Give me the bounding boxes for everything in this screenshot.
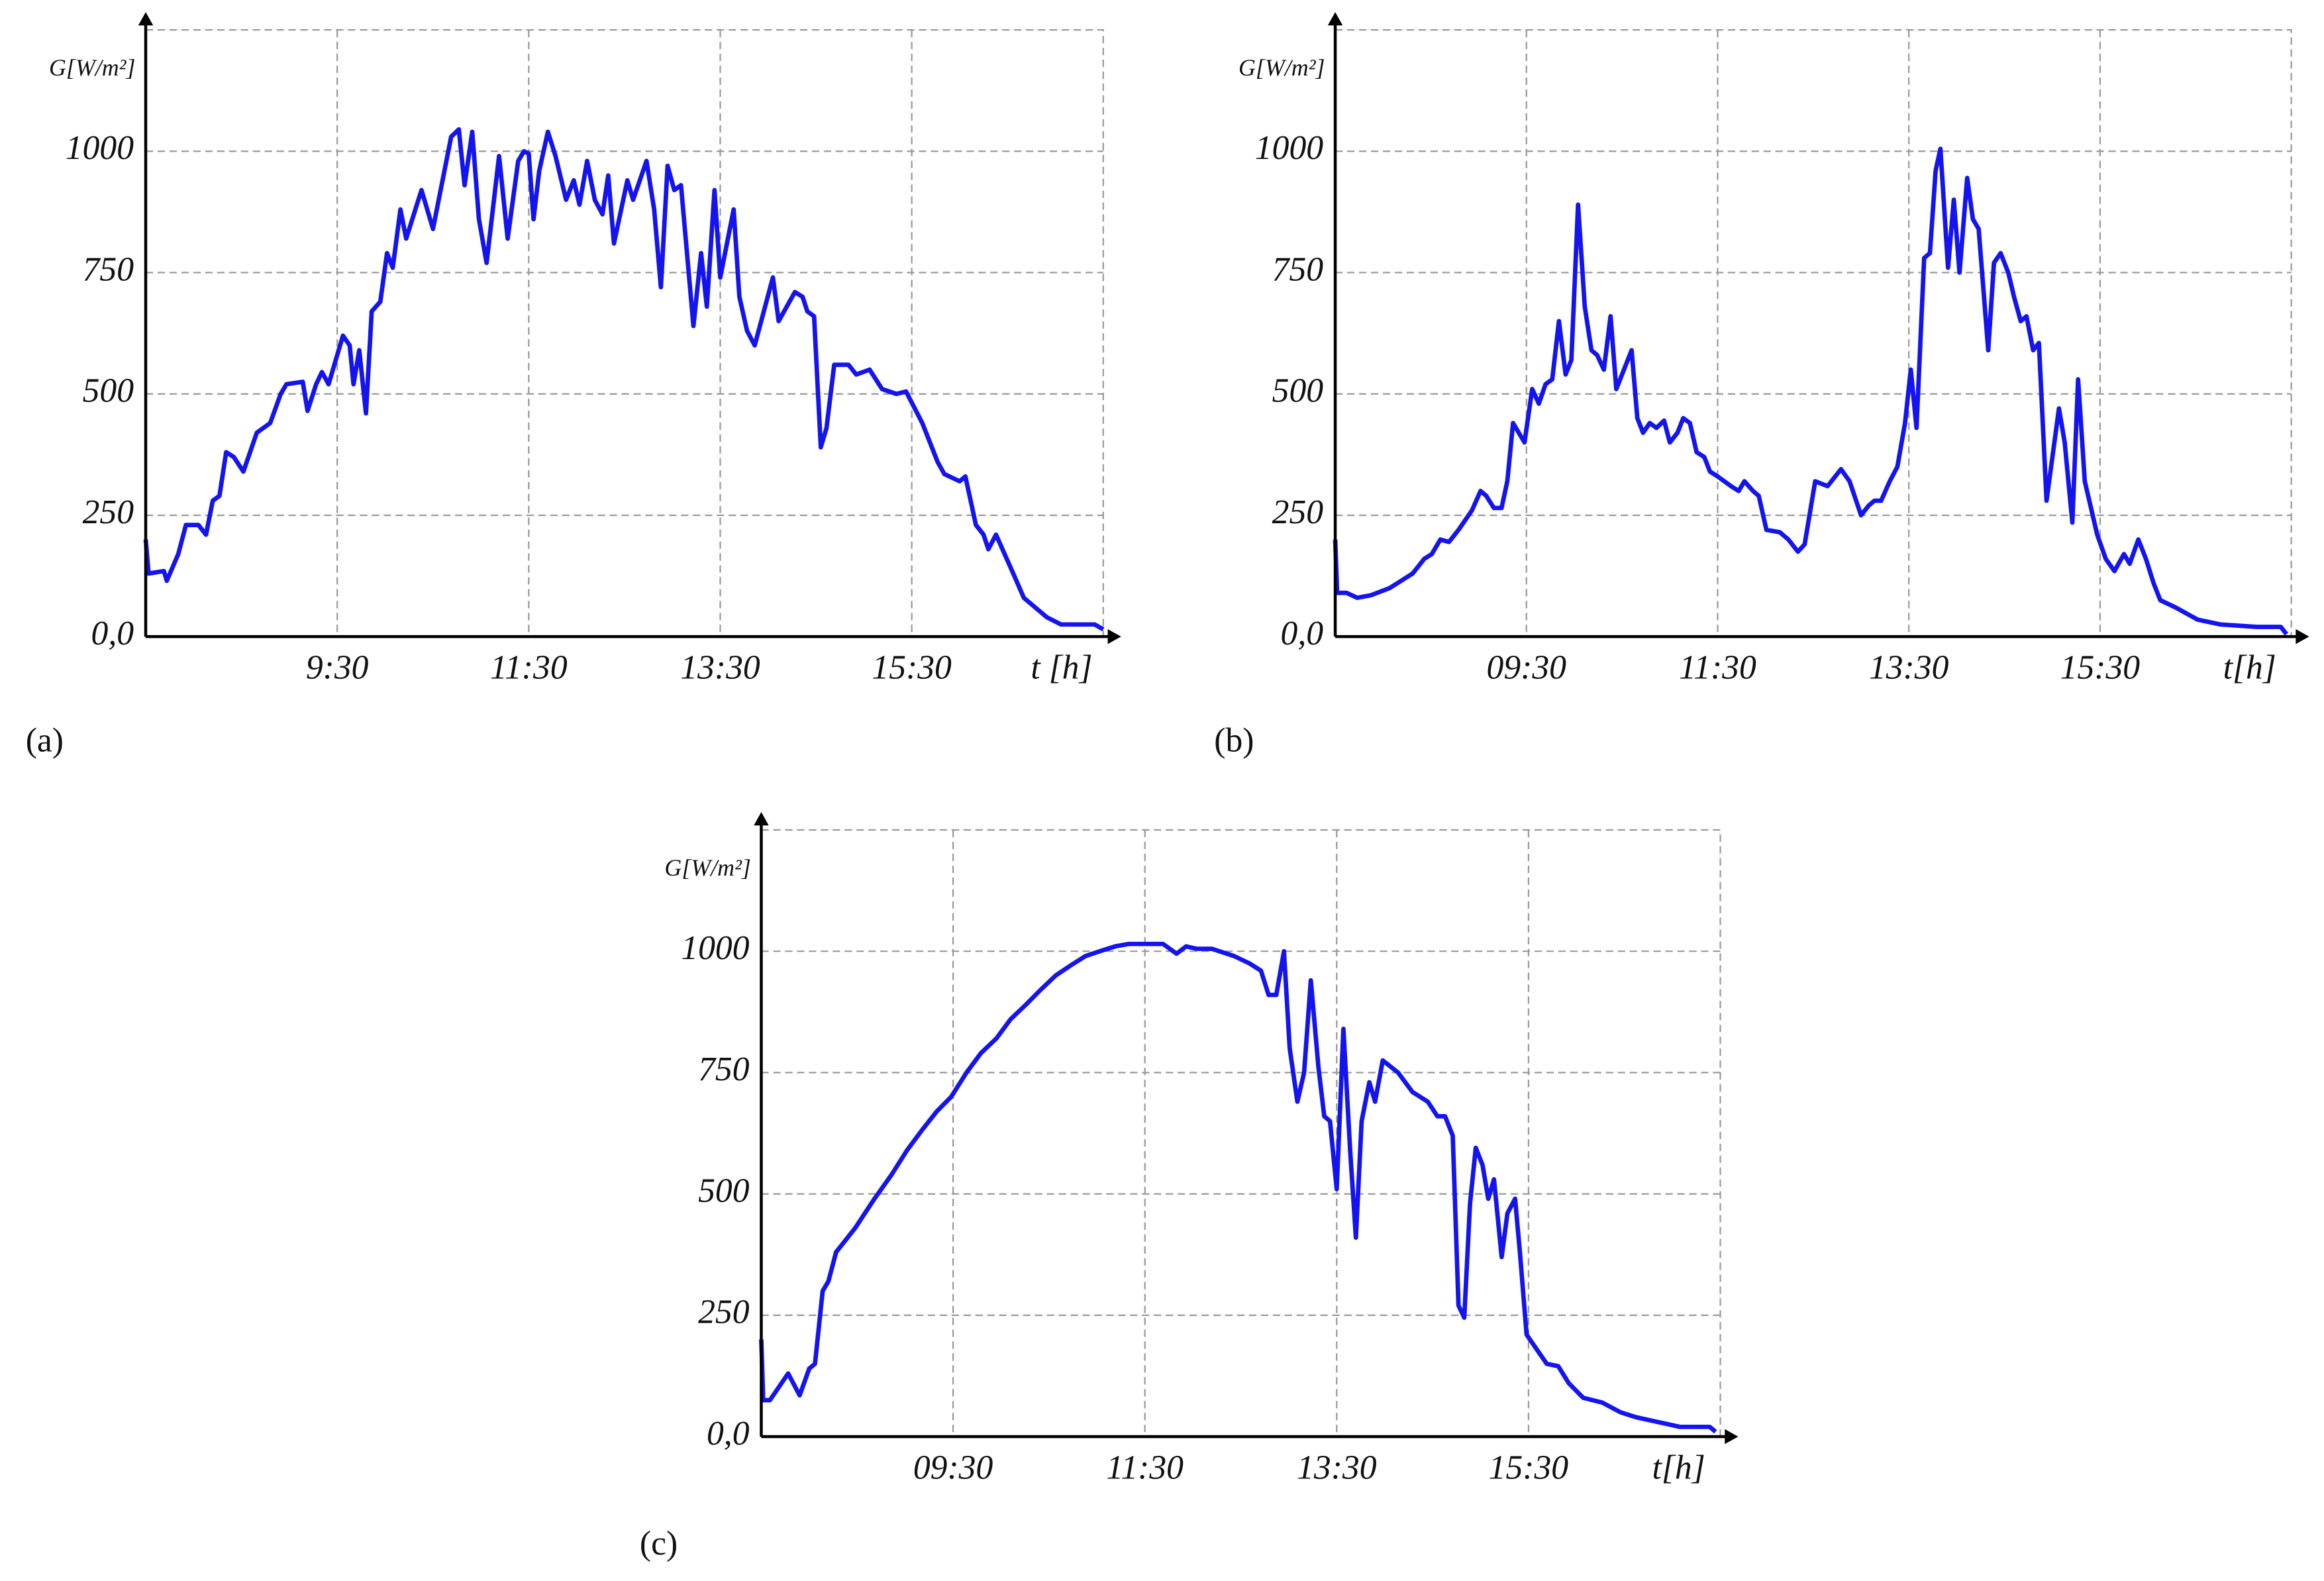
x-axis-label: t [h] [1031,649,1092,687]
y-tick-label: 750 [698,1050,750,1088]
y-axis-arrow [1327,12,1343,26]
x-axis-arrow [2296,629,2309,644]
y-axis-arrow [138,12,154,26]
chart-panel: 0,0 250 500 750 1000 09:30 11:30 13:30 15:30 G[W/… [640,812,1739,1562]
x-tick-label: 13:30 [680,649,760,687]
y-tick-label: 0,0 [1281,615,1324,652]
irradiance-line [143,127,1105,632]
x-axis-arrow [1725,1429,1739,1445]
plot-frame [144,29,1104,638]
x-tick-label: 15:30 [2060,649,2141,687]
y-tick-label: 500 [698,1172,750,1209]
plot-frame [1334,29,2292,638]
y-tick-label: 500 [83,372,134,410]
x-tick-label: 09:30 [913,1449,993,1486]
x-tick-label: 11:30 [1106,1449,1184,1486]
x-tick-label: 11:30 [1679,649,1756,687]
x-tick-label: 15:30 [1489,1449,1569,1486]
y-tick-label: 0,0 [91,615,134,652]
x-axis-label: t[h] [2223,649,2276,687]
y-tick-label: 750 [83,250,134,288]
x-tick-label: 09:30 [1487,649,1567,687]
x-tick-label: 9:30 [306,649,369,687]
x-axis-arrow [1107,629,1121,644]
chart-panel: 0,0 250 500 750 1000 09:30 11:30 13:30 15:30 G[W/… [1214,12,2309,760]
y-tick-label: 0,0 [707,1415,750,1453]
y-tick-label: 250 [698,1294,750,1331]
x-tick-label: 13:30 [1869,649,1949,687]
panel-label: (a) [26,722,64,760]
x-tick-label: 15:30 [872,649,952,687]
irradiance-line [759,941,1717,1434]
y-tick-label: 250 [83,493,134,531]
panel-label: (b) [1214,722,1254,760]
y-tick-label: 250 [1272,493,1324,531]
y-tick-label: 1000 [66,129,134,167]
y-tick-label: 1000 [1255,129,1323,167]
x-tick-label: 11:30 [490,649,568,687]
y-axis-arrow [754,812,769,826]
y-axis-label: G[W/m²] [664,854,750,881]
y-axis-label: G[W/m²] [1238,54,1325,81]
y-tick-label: 1000 [681,929,749,967]
irradiance-line [1333,146,2289,636]
plot-frame [760,829,1721,1438]
y-tick-label: 750 [1272,250,1324,288]
x-axis-label: t[h] [1652,1449,1705,1486]
y-axis-label: G[W/m²] [49,54,135,81]
chart-panel: 0,0 250 500 750 1000 9:30 11:30 13:30 15:30 G[W/m… [26,12,1121,760]
panel-label: (c) [640,1525,678,1562]
x-tick-label: 13:30 [1297,1449,1377,1486]
y-tick-label: 500 [1272,372,1324,410]
